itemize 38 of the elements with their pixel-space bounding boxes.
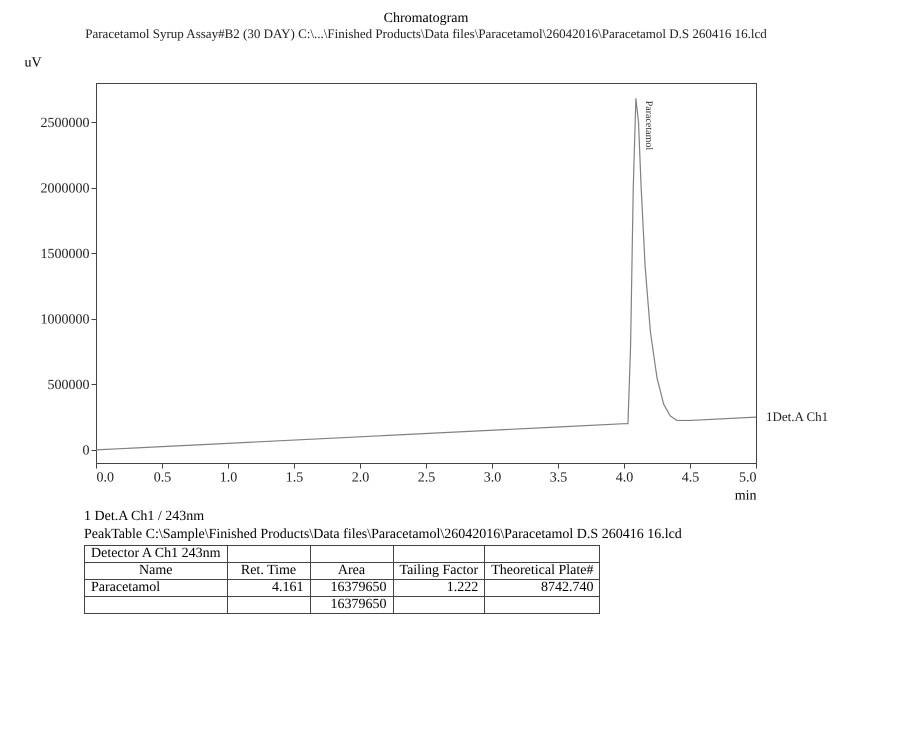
x-tick-label: 0.0: [96, 470, 114, 486]
text: Ret. Time: [227, 562, 310, 580]
text: 1.222: [393, 580, 485, 596]
y-tick-label: 1500000: [40, 246, 90, 262]
y-tick-label: 0: [82, 443, 90, 458]
y-tick-label: 2000000: [40, 181, 90, 196]
text: 16379650: [310, 580, 393, 596]
text: Detector A Ch1 243nm: [84, 546, 227, 562]
text: Theoretical Plate#: [484, 562, 600, 580]
text: Tailing Factor: [393, 562, 485, 580]
y-tick-label: 2500000: [40, 116, 90, 131]
text: 16379650: [310, 596, 393, 614]
x-tick-label: 4.5: [682, 470, 700, 486]
x-tick-label: 3.5: [550, 470, 568, 486]
x-tick-label: 5.0: [739, 470, 756, 486]
y-tick-label: 1000000: [40, 312, 90, 328]
x-tick-label: 4.0: [616, 470, 634, 486]
x-tick-label: 1.5: [286, 470, 304, 486]
text: 1 Det.A Ch1 / 243nm: [84, 509, 206, 525]
y-axis-title: uV: [24, 56, 42, 70]
chart-subtitle: Paracetamol Syrup Assay#B2 (30 DAY) C:\...\Finished Products\Data files\Paracetamol\26042016\Paracetamol D.S 260416 16.lcd: [85, 26, 768, 41]
x-tick-label: 0.5: [154, 470, 172, 486]
x-tick-label: 3.0: [484, 470, 502, 486]
x-tick-label: 2.5: [418, 470, 436, 486]
text: Paracetamol: [84, 580, 227, 596]
text: PeakTable C:\Sample\Finished Products\Data files\Paracetamol\26042016\Paracetamol D.S 260416 16.lcd: [84, 527, 683, 543]
x-tick-label: 1.0: [220, 470, 238, 486]
y-tick-label: 500000: [48, 378, 90, 393]
x-axis-title: min: [734, 488, 756, 504]
x-tick-label: 2.0: [352, 470, 370, 486]
line-series: [96, 98, 756, 450]
text: Name: [84, 562, 227, 580]
text: Area: [310, 562, 393, 580]
text: 8742.740: [484, 580, 600, 596]
chart-title: Chromatogram: [384, 11, 468, 26]
series-label: 1Det.A Ch1: [766, 409, 828, 424]
annotation: Paracetamol: [642, 100, 654, 150]
text: 4.161: [227, 580, 310, 596]
